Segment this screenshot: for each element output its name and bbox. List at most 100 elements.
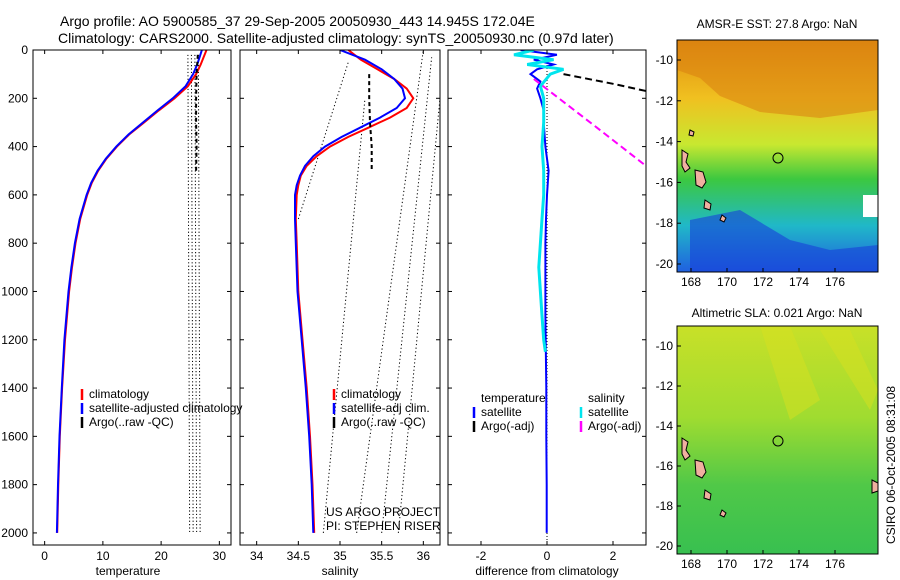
temperature-xtick-label-0: 0 (41, 549, 48, 563)
sla-lat-label-2: -14 (656, 419, 674, 433)
sla-lon-label-2: 172 (753, 557, 773, 571)
credit-text: CSIRO 06-Oct-2005 08:31:08 (884, 386, 898, 544)
temperature-xtick-label-2: 20 (154, 549, 168, 563)
difference-series-3 (533, 78, 646, 167)
salinity-xtick-label-3: 35.5 (370, 549, 394, 563)
sst-cold-region (690, 210, 878, 272)
temperature-legend-label-0: climatology (89, 387, 149, 401)
sst-lon-label-0: 168 (681, 275, 701, 289)
difference-series-2 (563, 73, 646, 92)
sla-lat-label-3: -16 (656, 459, 674, 473)
difference-legend-header-0: temperature (481, 391, 546, 405)
salinity-xtick-label-0: 34 (250, 549, 264, 563)
salinity-ref-dotted-2 (322, 98, 366, 533)
depth-tick-label-5: 1000 (1, 284, 28, 298)
title-line-2: Climatology: CARS2000. Satellite-adjuste… (58, 30, 614, 46)
sst-map-frame (676, 39, 879, 273)
salinity-series-2 (368, 74, 373, 171)
sla-lat-label-5: -20 (656, 539, 674, 553)
depth-tick-label-10: 2000 (1, 526, 28, 540)
sst-map-title: AMSR-E SST: 27.8 Argo: NaN (697, 17, 858, 31)
sst-lon-label-3: 174 (789, 275, 809, 289)
difference-series-0 (520, 50, 558, 533)
depth-tick-label-9: 1800 (1, 478, 28, 492)
salinity-legend-label-2: Argo(..raw -QC) (341, 415, 426, 429)
sla-lat-label-1: -12 (656, 379, 674, 393)
sla-lon-label-0: 168 (681, 557, 701, 571)
difference-xlabel: difference from climatology (475, 564, 618, 578)
sla-map-title: Altimetric SLA: 0.021 Argo: NaN (692, 306, 863, 320)
temperature-ref-dotted-3 (197, 54, 201, 533)
depth-tick-label-2: 400 (8, 140, 28, 154)
sla-map-panel: Altimetric SLA: 0.021 Argo: NaN -10 -12 -1… (656, 306, 879, 571)
sla-lon-label-3: 174 (789, 557, 809, 571)
sst-islands (681, 129, 727, 223)
sla-lon-label-4: 176 (825, 557, 845, 571)
depth-tick-label-1: 200 (8, 91, 28, 105)
temperature-series-2 (195, 54, 199, 171)
salinity-legend-label-0: climatology (341, 387, 401, 401)
difference-xtick-label-0: -2 (476, 549, 487, 563)
salinity-xtick-label-1: 34.5 (287, 549, 311, 563)
sst-lat-label-4: -18 (656, 216, 674, 230)
sst-warm-region (677, 40, 878, 118)
temperature-ref-dotted-2 (194, 54, 198, 533)
temperature-legend-label-2: Argo(..raw -QC) (89, 415, 174, 429)
temperature-series-1 (55, 50, 203, 533)
difference-legend-label-1-1: Argo(-adj) (588, 419, 641, 433)
salinity-axes-frame (239, 49, 441, 546)
sla-lat-label-0: -10 (656, 339, 674, 353)
difference-xtick-label-2: 2 (610, 549, 617, 563)
difference-series-1 (513, 50, 565, 353)
difference-legend-label-0-1: Argo(-adj) (481, 419, 534, 433)
depth-tick-label-8: 1600 (1, 429, 28, 443)
temperature-ref-dotted-0 (187, 54, 191, 533)
salinity-xlabel: salinity (322, 564, 359, 578)
pi-annotation: PI: STEPHEN RISER (326, 519, 441, 533)
sla-argo-position (772, 435, 784, 447)
temperature-panel: 0 10 20 30 0 200 400 600 800 1000 1200 1400 1600 1800… (1, 43, 242, 578)
difference-legend-label-1-0: satellite (588, 405, 629, 419)
project-annotation: US ARGO PROJECT (326, 505, 441, 519)
temperature-series-0 (56, 50, 208, 533)
salinity-ref-dotted-4 (297, 61, 349, 220)
depth-tick-label-6: 1200 (1, 333, 28, 347)
sst-lon-label-2: 172 (753, 275, 773, 289)
sst-lat-label-2: -14 (656, 135, 674, 149)
salinity-xtick-label-2: 35 (333, 549, 347, 563)
salinity-ref-dotted-1 (397, 98, 440, 533)
difference-legend-label-0-0: satellite (481, 405, 522, 419)
sla-lon-label-1: 170 (717, 557, 737, 571)
salinity-panel: 34 34.5 35 35.5 36 salinity climatologysatel… (239, 49, 441, 578)
temperature-legend-label-1: satellite-adjusted climatology (89, 401, 242, 415)
sst-lat-label-5: -20 (656, 257, 674, 271)
sla-map-frame (676, 325, 879, 555)
salinity-legend-label-1: satellite-adj clim. (341, 401, 430, 415)
salinity-ref-dotted-0 (381, 57, 433, 533)
temperature-ref-dotted-1 (190, 54, 194, 533)
sst-lon-label-4: 176 (825, 275, 845, 289)
sla-islands (681, 437, 879, 518)
depth-tick-label-7: 1400 (1, 381, 28, 395)
sst-map-panel: AMSR-E SST: 27.8 Argo: NaN -10 -12 -14 -16 -… (656, 17, 879, 289)
difference-panel: -2 0 2 difference from climatology tempera… (447, 49, 647, 578)
sst-lat-label-0: -10 (656, 53, 674, 67)
salinity-ref-dotted-3 (356, 50, 424, 533)
sst-lat-label-3: -16 (656, 175, 674, 189)
sst-lon-label-1: 170 (717, 275, 737, 289)
salinity-series-0 (294, 50, 415, 533)
salinity-series-1 (294, 50, 407, 533)
depth-tick-label-4: 800 (8, 236, 28, 250)
sla-high-bands (760, 326, 878, 420)
difference-xtick-label-1: 0 (544, 549, 551, 563)
sst-argo-position (772, 152, 784, 164)
sst-missing-data (863, 195, 878, 217)
depth-tick-label-0: 0 (21, 43, 28, 57)
depth-tick-label-3: 600 (8, 188, 28, 202)
sla-lat-label-4: -18 (656, 499, 674, 513)
sst-lat-label-1: -12 (656, 94, 674, 108)
temperature-xlabel: temperature (96, 564, 161, 578)
temperature-xtick-label-3: 30 (213, 549, 227, 563)
salinity-xtick-label-4: 36 (417, 549, 431, 563)
